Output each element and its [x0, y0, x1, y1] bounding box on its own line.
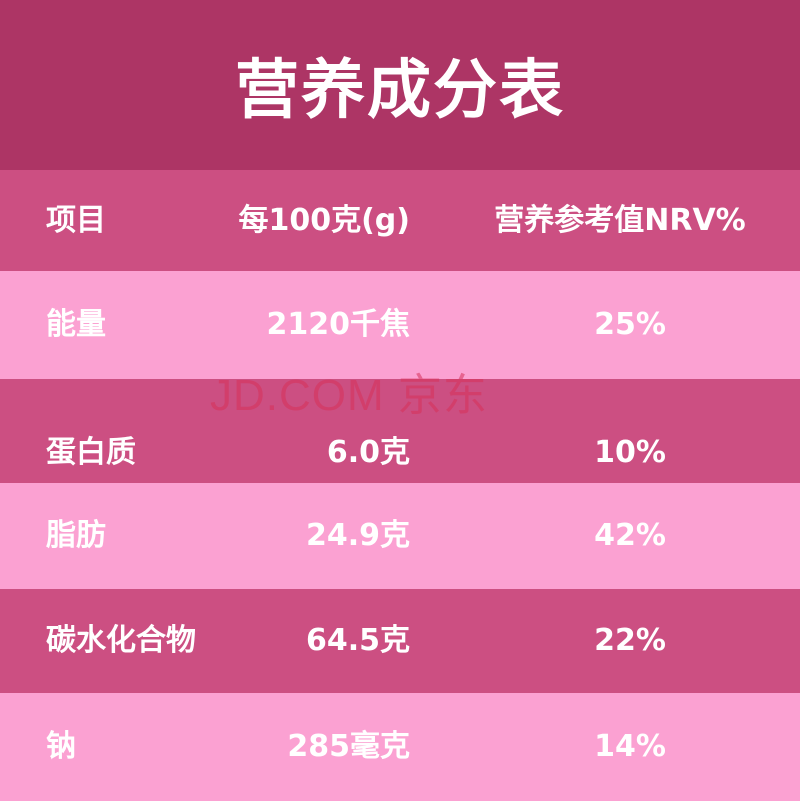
row-item: 蛋白质: [46, 435, 136, 470]
row-nrv: 22%: [594, 623, 666, 658]
header-row: 项目 每100克(g) 营养参考值NRV%: [0, 170, 800, 271]
row-value: 285毫克: [287, 729, 410, 764]
row-item: 钠: [46, 729, 76, 764]
table-row: 能量 2120千焦 25%: [0, 271, 800, 379]
row-value: 6.0克: [326, 435, 410, 470]
header-nrv: 营养参考值NRV%: [494, 202, 746, 238]
row-nrv: 25%: [594, 307, 666, 342]
row-item: 脂肪: [46, 518, 106, 553]
row-nrv: 10%: [594, 435, 666, 470]
table-row: 钠 285毫克 14%: [0, 693, 800, 801]
header-per100: 每100克(g): [238, 202, 410, 238]
table-row: 蛋白质 6.0克 10%: [0, 379, 800, 483]
row-item: 能量: [46, 307, 106, 342]
table-title: 营养成分表: [0, 0, 800, 170]
header-item: 项目: [46, 202, 106, 238]
row-nrv: 42%: [594, 518, 666, 553]
row-nrv: 14%: [594, 729, 666, 764]
row-value: 24.9克: [305, 518, 410, 553]
row-value: 64.5克: [305, 623, 410, 658]
row-value: 2120千焦: [266, 307, 411, 342]
row-item: 碳水化合物: [46, 623, 196, 658]
table-row: 碳水化合物 64.5克 22%: [0, 589, 800, 693]
table-row: 脂肪 24.9克 42%: [0, 483, 800, 589]
